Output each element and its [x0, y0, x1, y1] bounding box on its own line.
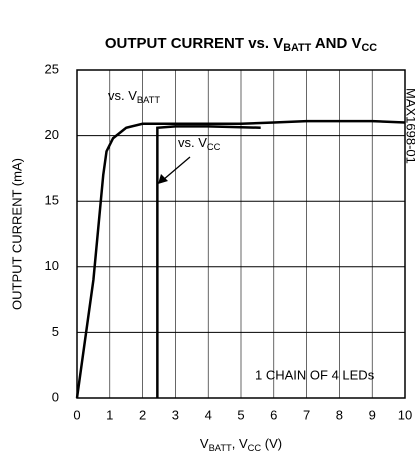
arrow-head: [158, 174, 168, 184]
subscript: CC: [207, 142, 221, 152]
arrow: [162, 156, 191, 181]
text-part: vs. V: [178, 135, 207, 150]
y-tick-label: 10: [45, 258, 59, 273]
subscript: BATT: [283, 42, 311, 54]
y-axis-label: OUTPUT CURRENT (mA): [9, 158, 24, 310]
label: vs. VBATT: [108, 88, 160, 105]
label: VBATT, VCC (V): [200, 436, 282, 453]
y-tick-label: 20: [45, 127, 59, 142]
x-tick-label: 9: [369, 407, 376, 422]
subscript: BATT: [137, 95, 160, 105]
x-tick-label: 10: [398, 407, 412, 422]
x-tick-label: 1: [106, 407, 113, 422]
y-tick-label: 5: [52, 324, 59, 339]
x-tick-label: 5: [237, 407, 244, 422]
y-tick-label: 0: [52, 389, 59, 404]
x-tick-label: 4: [205, 407, 212, 422]
x-tick-label: 7: [303, 407, 310, 422]
text-part: (V): [261, 436, 282, 451]
text-part: vs. V: [108, 88, 137, 103]
text-part: V: [200, 436, 209, 451]
x-tick-label: 8: [336, 407, 343, 422]
y-tick-label: 25: [45, 61, 59, 76]
x-tick-label: 3: [172, 407, 179, 422]
text-part: AND V: [311, 35, 361, 52]
subscript: CC: [362, 42, 378, 54]
line-series: [156, 125, 261, 398]
plot-frame: [76, 69, 406, 399]
subscript: CC: [248, 443, 262, 453]
line-series: [75, 119, 406, 399]
x-tick-label: 6: [270, 407, 277, 422]
y-tick-label: 15: [45, 193, 59, 208]
text-part: OUTPUT CURRENT vs. V: [105, 35, 283, 52]
subscript: BATT: [209, 443, 232, 453]
x-tick-label: 0: [73, 407, 80, 422]
x-tick-label: 2: [139, 407, 146, 422]
label: OUTPUT CURRENT vs. VBATT AND VCC: [105, 35, 377, 54]
annotation: 1 CHAIN OF 4 LEDs: [255, 367, 375, 382]
annotation: MAX1698-01: [404, 88, 415, 164]
text-part: , V: [232, 436, 248, 451]
label: vs. VCC: [178, 135, 221, 152]
